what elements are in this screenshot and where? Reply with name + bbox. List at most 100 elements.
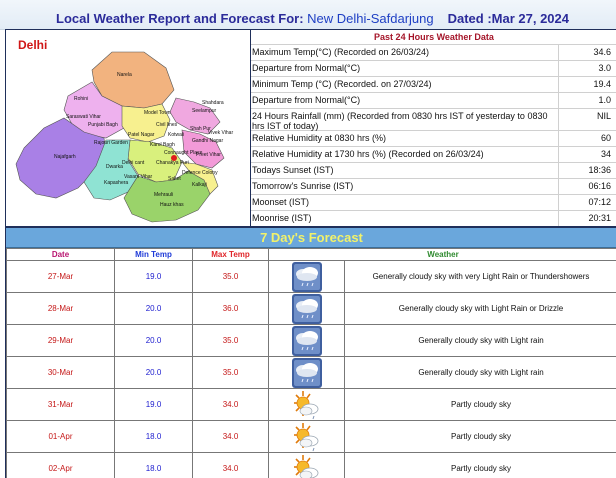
map-label-vasant-vihar: Vasant Vihar [124,174,153,180]
forecast-icon-cell [268,388,345,421]
map-label-kotwali: Kotwali [168,132,184,138]
obs-label: Todays Sunset (IST) [251,163,559,178]
forecast-min-temp: 19.0 [114,388,193,421]
obs-label: Tomorrow's Sunrise (IST) [251,179,559,194]
forecast-row: 31-Mar 19.0 34.0 Partly cloudy sky [6,388,616,421]
forecast-min-temp: 19.0 [114,260,193,293]
forecast-description: Generally cloudy sky with Light rain [343,324,616,357]
forecast-date: 27-Mar [6,260,115,293]
obs-value: 34.6 [593,47,611,57]
obs-label: Departure from Normal(°C) [251,93,559,108]
forecast-header-row: Date Min Temp Max Temp Weather [6,248,616,261]
map-label-connaught-place: Connaught Place [164,150,203,156]
obs-value: 20:31 [588,213,611,223]
report-header: Local Weather Report and Forecast For: N… [0,0,616,30]
forecast-date: 28-Mar [6,292,115,325]
col-min-temp: Min Temp [114,248,193,261]
map-label-model-town: Model Town [144,110,171,116]
forecast-min-temp: 18.0 [114,452,193,478]
obs-value: 19.4 [593,79,611,89]
obs-row-min-departure: Departure from Normal(°C) 1.0 [251,93,616,109]
forecast-icon-cell [268,452,345,478]
forecast-icon-cell [268,260,345,293]
obs-row-humidity-0830: Relative Humidity at 0830 hrs (%) 60 [251,131,616,147]
obs-row-moonrise: Moonrise (IST) 20:31 [251,211,616,227]
forecast-date: 31-Mar [6,388,115,421]
obs-label: Maximum Temp(°C) (Recorded on 26/03/24) [251,45,559,60]
station-name: New Delhi-Safdarjung [307,11,434,26]
district-shahdara [169,97,221,135]
past-24-hours-panel: Past 24 Hours Weather Data Maximum Temp(… [251,30,616,227]
forecast-max-temp: 35.0 [192,324,269,357]
forecast-max-temp: 35.0 [192,356,269,389]
map-label-najafgarh: Najafgarh [54,154,76,160]
obs-label: Moonrise (IST) [251,211,559,226]
map-label-chanakya-puri: Chanakya Puri [156,160,189,166]
partly-cloudy-icon [269,454,344,478]
obs-value: 18:36 [588,165,611,175]
forecast-icon-cell [268,292,345,325]
cloud-rain-icon [269,293,344,324]
district-south [123,169,211,223]
map-label-vivek-vihar: Vivek Vihar [208,130,233,136]
obs-value: 3.0 [598,63,611,73]
forecast-max-temp: 36.0 [192,292,269,325]
district-east [181,129,225,169]
forecast-min-temp: 20.0 [114,356,193,389]
forecast-title: 7 Day's Forecast [6,228,616,248]
forecast-icon-cell [268,324,345,357]
forecast-row: 28-Mar 20.0 36.0 Generally cloudy sky with … [6,292,616,325]
map-label-gandhi-nagar: Gandhi Nagar [192,138,223,144]
obs-value: 07:12 [588,197,611,207]
forecast-row: 02-Apr 18.0 34.0 Partly cloudy sky [6,452,616,478]
district-central [121,103,171,143]
forecast-date: 01-Apr [6,420,115,453]
district-map-graphic: Narela Rohini Model Town Civil lines See… [15,51,233,223]
forecast-max-temp: 34.0 [192,452,269,478]
map-label-seelampur: Seelampur [192,108,217,114]
map-label-karol-bagh: Karol Bagh [150,142,175,148]
obs-row-humidity-1730: Relative Humidity at 1730 hrs (%) (Recor… [251,147,616,163]
district-south-east [181,161,219,195]
map-label-punjabi-bagh: Punjabi Bagh [88,122,118,128]
seven-day-forecast: 7 Day's Forecast Date Min Temp Max Temp … [6,226,616,478]
forecast-date: 30-Mar [6,356,115,389]
district-south-west [83,139,139,201]
forecast-min-temp: 20.0 [114,324,193,357]
forecast-description: Partly cloudy sky [343,420,616,453]
map-title: Delhi [18,38,48,52]
forecast-description: Generally cloudy sky with very Light Rai… [343,260,616,293]
forecast-row: 01-Apr 18.0 34.0 Partly cloudy sky [6,420,616,453]
forecast-description: Partly cloudy sky [343,452,616,478]
forecast-description: Generally cloudy sky with Light rain [343,356,616,389]
cloud-rain-icon [269,325,344,356]
cloud-rain-icon [269,357,344,388]
map-label-saket: Saket [168,176,181,182]
map-label-patel-nagar: Patel Nagar [128,132,155,138]
map-label-shah-pur: Shah Pur [190,126,211,132]
obs-label: Departure from Normal(°C) [251,61,559,76]
partly-cloudy-icon [269,390,344,420]
report-body: Narela Rohini Model Town Civil lines See… [5,29,616,478]
map-label-civil-lines: Civil lines [156,122,178,128]
forecast-icon-cell [268,356,345,389]
obs-row-moonset: Moonset (IST) 07:12 [251,195,616,211]
obs-value: 06:16 [588,181,611,191]
delhi-district-map: Narela Rohini Model Town Civil lines See… [6,30,251,226]
obs-value: 34 [600,149,611,159]
obs-label: 24 Hours Rainfall (mm) (Recorded from 08… [251,109,559,131]
report-date: Dated :Mar 27, 2024 [447,11,570,26]
col-date: Date [6,248,115,261]
forecast-icon-cell [268,420,345,453]
forecast-date: 29-Mar [6,324,115,357]
obs-row-sunrise: Tomorrow's Sunrise (IST) 06:16 [251,179,616,195]
map-label-saraswati-vihar: Saraswati Vihar [66,114,101,120]
map-label-rohini: Rohini [74,96,88,102]
map-label-defence-colony: Defence Colony [182,170,218,176]
obs-row-max-temp: Maximum Temp(°C) (Recorded on 26/03/24) … [251,45,616,61]
obs-value: 60 [600,133,611,143]
forecast-max-temp: 35.0 [192,260,269,293]
map-label-mehrauli: Mehrauli [154,192,173,198]
col-weather: Weather [267,248,616,261]
past-24-hours-heading: Past 24 Hours Weather Data [251,30,616,45]
